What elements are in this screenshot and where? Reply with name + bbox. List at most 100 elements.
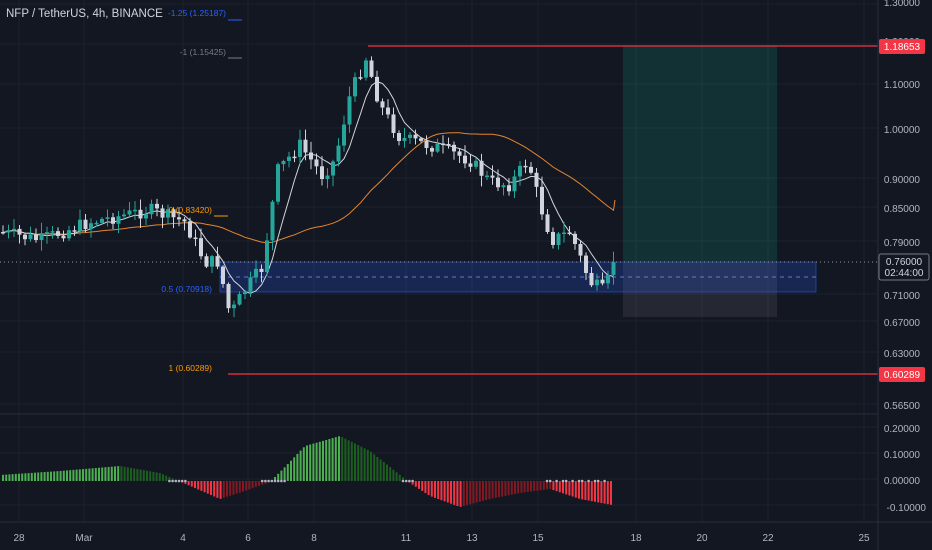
histogram-bar — [206, 481, 209, 494]
price-tick: 0.67000 — [884, 318, 921, 329]
histogram-bar — [456, 481, 459, 507]
grid-lines — [0, 0, 878, 522]
candle-body — [6, 230, 11, 233]
candle-body — [518, 165, 522, 177]
histogram-dot — [596, 479, 600, 483]
histogram-bar — [78, 469, 81, 481]
histogram-dot — [267, 479, 270, 483]
time-axis[interactable]: 28 Mar 4 6 8 11 13 15 18 20 22 25 — [13, 533, 870, 544]
histogram-bar — [226, 481, 228, 497]
symbol-title[interactable]: NFP / TetherUS, 4h, BINANCE — [6, 8, 163, 20]
stop-zone[interactable] — [623, 262, 777, 317]
histogram-bar — [254, 481, 257, 488]
histogram-bar — [184, 481, 187, 484]
histogram-bar — [46, 471, 49, 481]
histogram-bar — [75, 469, 78, 481]
candle-body — [133, 209, 137, 212]
candle-body — [67, 230, 71, 239]
histogram-bar — [5, 474, 8, 481]
high-price-marker — [879, 39, 925, 54]
candle-body — [303, 139, 308, 153]
candle-body — [127, 210, 132, 215]
histogram-bar — [24, 473, 27, 481]
time-tick: 28 — [13, 533, 25, 544]
histogram-bar — [600, 481, 603, 504]
histogram-bar — [248, 481, 251, 490]
ma-fast-line — [2, 81, 614, 294]
histogram-bar — [136, 469, 139, 481]
histogram-bar — [584, 481, 587, 501]
histogram-bar — [251, 481, 254, 489]
histogram-bar — [306, 445, 308, 481]
histogram-dot — [401, 479, 405, 483]
histogram-bar — [53, 471, 56, 481]
histogram-bar — [85, 468, 88, 481]
candle-body — [276, 164, 280, 202]
histogram-dot — [264, 479, 267, 483]
moving-average-slow — [2, 132, 616, 244]
candle-body — [248, 277, 253, 292]
time-tick: 15 — [532, 533, 544, 544]
histogram-bar — [94, 468, 97, 481]
histogram-bar — [395, 472, 398, 481]
histogram-bar — [610, 481, 612, 505]
histogram-bar — [261, 481, 264, 485]
histogram-bar — [325, 439, 328, 481]
histogram-bar — [302, 447, 305, 481]
histogram-bar — [8, 474, 11, 481]
price-tick: 0.79000 — [884, 238, 921, 249]
histogram-bar — [501, 481, 504, 497]
candle-body — [551, 231, 555, 245]
histogram-bar — [43, 472, 46, 481]
profit-zone[interactable] — [623, 46, 777, 262]
candle-body — [391, 114, 396, 133]
histogram-dot — [283, 479, 286, 483]
histogram-bar — [146, 470, 148, 481]
histogram-dot — [276, 479, 280, 483]
histogram-bar — [328, 439, 331, 481]
histogram-bar — [594, 481, 596, 502]
candle-body — [397, 132, 401, 141]
histogram-dot — [603, 479, 606, 483]
histogram-bar — [238, 481, 241, 493]
oscillator-axis[interactable]: 0.20000 0.10000 0.00000 -0.10000 — [884, 424, 927, 514]
histogram-bar — [222, 481, 225, 498]
candle-body — [259, 268, 264, 272]
candlesticks — [1, 56, 616, 318]
histogram-dot — [174, 479, 178, 483]
histogram-dot — [571, 479, 574, 483]
candle-body — [243, 291, 247, 295]
histogram-bar — [606, 481, 609, 505]
histogram-bar — [450, 481, 452, 504]
current-price-marker — [878, 253, 930, 281]
histogram-bar — [290, 460, 292, 481]
histogram-bar — [277, 473, 280, 481]
histogram-bar — [229, 481, 232, 496]
candle-body — [485, 175, 489, 178]
histogram-bar — [517, 481, 520, 494]
histogram-bar — [354, 443, 356, 481]
histogram-bar — [40, 472, 43, 481]
low-price-marker-label: 0.60289 — [884, 370, 921, 381]
candle-body — [193, 237, 198, 240]
candle-body — [105, 217, 110, 219]
candle-body — [529, 166, 533, 173]
candle-body — [1, 232, 5, 234]
histogram-bar — [488, 481, 491, 500]
moving-average-fast — [2, 81, 614, 294]
low-price-marker — [879, 367, 925, 382]
high-price-marker-label: 1.18653 — [884, 42, 921, 53]
candle-body — [457, 151, 462, 156]
candle-body — [380, 101, 385, 108]
histogram-bar — [494, 481, 497, 498]
candle-body — [408, 134, 412, 138]
time-tick: 6 — [245, 533, 251, 544]
candle-body — [595, 279, 599, 286]
histogram-bar — [18, 473, 20, 481]
histogram-dot — [561, 479, 565, 483]
histogram-dot — [180, 479, 184, 483]
histogram-bar — [62, 470, 65, 481]
histogram-bar — [373, 454, 376, 481]
histogram-bar — [453, 481, 456, 505]
